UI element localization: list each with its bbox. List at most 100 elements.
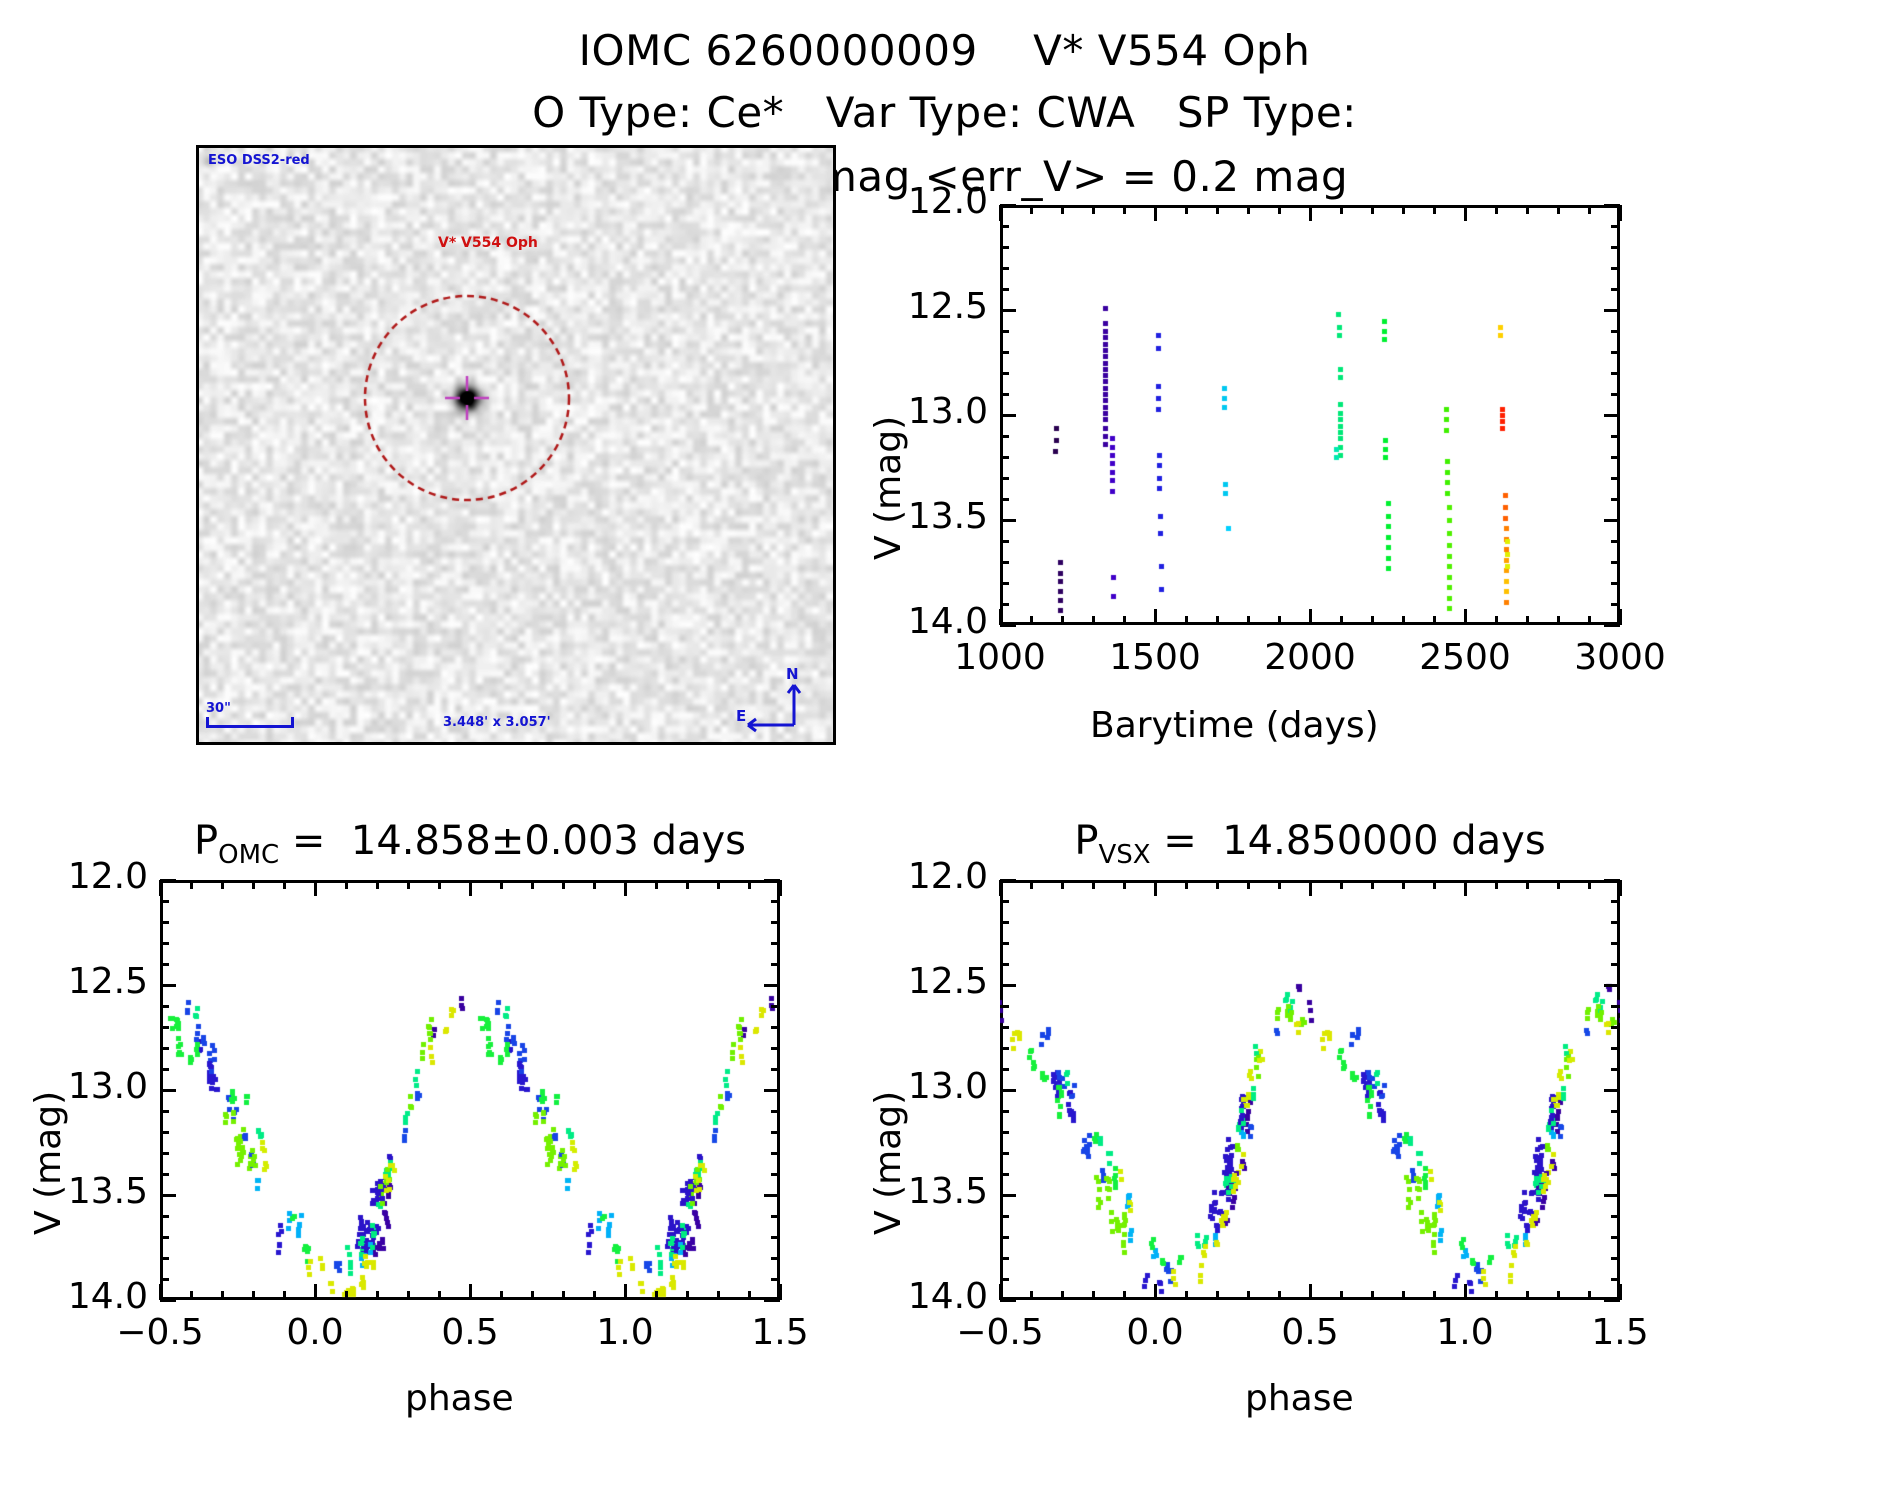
xtick-minor: [1401, 1291, 1405, 1300]
xtick-major-top: [313, 880, 317, 896]
ytick-minor-right: [771, 1004, 780, 1008]
ytick-major-right: [1604, 1298, 1620, 1302]
ytick-minor-right: [1611, 434, 1620, 438]
ytick-minor: [160, 1004, 169, 1008]
xtick-minor: [1122, 616, 1126, 625]
xtick-minor-top: [251, 880, 255, 889]
xtick-major: [468, 1284, 472, 1300]
ytick-minor-right: [1611, 1235, 1620, 1239]
xtick-minor-top: [1525, 205, 1529, 214]
xtick-minor-top: [1370, 205, 1374, 214]
ytick-minor-right: [1611, 1130, 1620, 1134]
xtick-minor-top: [1339, 205, 1343, 214]
xtick-label: 1.5: [1591, 1312, 1649, 1353]
xtick-minor: [1370, 616, 1374, 625]
ytick-minor: [1000, 350, 1009, 354]
xtick-major: [623, 1284, 627, 1300]
xtick-minor: [1587, 616, 1591, 625]
xtick-major-top: [1463, 880, 1467, 896]
xtick-minor: [530, 1291, 534, 1300]
ytick-major-right: [1604, 1088, 1620, 1092]
fov-label: 3.448' x 3.057': [443, 715, 551, 730]
ytick-minor-right: [1611, 560, 1620, 564]
ytick-major: [1000, 878, 1016, 882]
xtick-minor-top: [1587, 205, 1591, 214]
xtick-minor: [1432, 1291, 1436, 1300]
ytick-minor-right: [771, 899, 780, 903]
ytick-minor: [1000, 581, 1009, 585]
ytick-major: [1000, 518, 1016, 522]
xtick-minor: [437, 1291, 441, 1300]
ytick-minor: [1000, 371, 1009, 375]
xtick-minor: [344, 1291, 348, 1300]
xtick-minor-top: [1432, 880, 1436, 889]
ytick-major: [160, 878, 176, 882]
ytick-minor-right: [1611, 455, 1620, 459]
ytick-label: 12.5: [907, 961, 988, 1002]
xtick-minor: [592, 1291, 596, 1300]
phase-omc-datapoints: [160, 880, 780, 1300]
phase-vsx-panel: PVSX = 14.850000 days V (mag) phase −0.5…: [868, 818, 1649, 1419]
xtick-minor: [1029, 1291, 1033, 1300]
ytick-major-right: [1604, 878, 1620, 882]
ytick-minor: [1000, 224, 1009, 228]
ytick-minor-right: [1611, 1256, 1620, 1260]
ytick-label: 12.5: [67, 961, 148, 1002]
xtick-minor: [1091, 1291, 1095, 1300]
xtick-minor-top: [1091, 880, 1095, 889]
ytick-minor-right: [1611, 497, 1620, 501]
ytick-major: [1000, 203, 1016, 207]
xtick-minor: [1556, 616, 1560, 625]
ytick-major-right: [1604, 1193, 1620, 1197]
xtick-minor: [1215, 616, 1219, 625]
xtick-major-top: [1618, 205, 1622, 221]
ytick-minor-right: [1611, 962, 1620, 966]
xtick-minor-top: [1494, 880, 1498, 889]
ytick-minor: [1000, 962, 1009, 966]
xtick-label: −0.5: [116, 1312, 204, 1353]
ytick-minor: [160, 1067, 169, 1071]
xtick-minor-top: [1215, 205, 1219, 214]
xtick-minor-top: [375, 880, 379, 889]
ytick-minor-right: [1611, 920, 1620, 924]
ytick-label: 13.0: [907, 391, 988, 432]
ytick-minor: [1000, 497, 1009, 501]
xtick-minor: [1370, 1291, 1374, 1300]
ytick-major-right: [764, 1088, 780, 1092]
scale-bar: [206, 725, 294, 728]
ytick-minor: [160, 1151, 169, 1155]
xtick-minor: [1525, 1291, 1529, 1300]
xtick-label: 0.5: [1281, 1312, 1339, 1353]
ytick-minor-right: [1611, 371, 1620, 375]
xtick-minor: [220, 1291, 224, 1300]
ytick-minor: [1000, 560, 1009, 564]
scale-bar-tick-left: [206, 717, 209, 728]
ytick-minor: [1000, 920, 1009, 924]
xtick-minor: [499, 1291, 503, 1300]
ytick-minor: [160, 920, 169, 924]
xtick-minor-top: [1494, 205, 1498, 214]
ytick-minor: [1000, 1046, 1009, 1050]
xtick-label: 2500: [1419, 637, 1511, 678]
xtick-minor-top: [1277, 880, 1281, 889]
ytick-minor: [160, 1256, 169, 1260]
ytick-minor-right: [1611, 899, 1620, 903]
ytick-minor-right: [771, 1109, 780, 1113]
object-label: V* V554 Oph: [438, 235, 538, 251]
ytick-minor-right: [1611, 1109, 1620, 1113]
ytick-major: [1000, 623, 1016, 627]
pvsx-rest: = 14.850000 days: [1150, 818, 1546, 864]
ytick-major: [1000, 308, 1016, 312]
ytick-minor-right: [771, 1172, 780, 1176]
lightcurve-xlabel: Barytime (days): [1090, 705, 1379, 746]
xtick-label: 2000: [1264, 637, 1356, 678]
xtick-minor-top: [189, 880, 193, 889]
ytick-minor-right: [1611, 1172, 1620, 1176]
ytick-minor-right: [1611, 266, 1620, 270]
ytick-minor: [1000, 1151, 1009, 1155]
ytick-major: [160, 983, 176, 987]
ytick-minor-right: [1611, 1277, 1620, 1281]
ytick-minor: [1000, 1004, 1009, 1008]
xtick-minor: [1060, 616, 1064, 625]
xtick-minor-top: [654, 880, 658, 889]
